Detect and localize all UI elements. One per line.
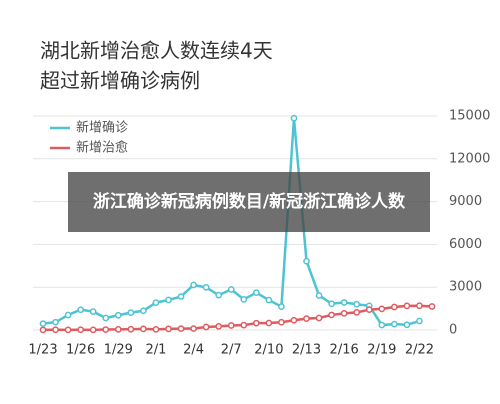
y-tick-label: 15000: [449, 109, 490, 124]
data-point: [365, 306, 373, 313]
data-point: [190, 281, 197, 289]
data-point: [39, 320, 47, 328]
data-point: [102, 326, 110, 333]
data-point: [252, 319, 260, 327]
data-point: [127, 325, 135, 333]
data-point: [416, 302, 423, 310]
x-tick-label: 2/7: [221, 343, 242, 358]
data-point: [52, 326, 59, 334]
y-tick-label: 12000: [449, 151, 490, 166]
data-point: [403, 302, 411, 310]
data-point: [378, 321, 386, 329]
data-point: [303, 315, 310, 322]
data-point: [353, 300, 361, 308]
y-tick-label: 6000: [449, 237, 482, 252]
data-point: [77, 306, 84, 314]
data-point: [177, 293, 185, 300]
data-point: [165, 325, 172, 333]
x-tick-label: 2/1: [145, 343, 166, 358]
data-point: [227, 286, 235, 293]
x-tick-label: 1/23: [28, 343, 57, 358]
series-line: [42, 304, 433, 332]
data-point: [303, 257, 310, 265]
y-tick-label: 0: [449, 323, 457, 338]
data-point: [252, 289, 260, 296]
data-point: [340, 299, 348, 306]
data-point: [102, 314, 110, 322]
x-tick-label: 2/22: [405, 343, 434, 358]
data-point: [428, 303, 436, 310]
data-point: [353, 309, 361, 316]
y-tick-label: 9000: [449, 194, 482, 209]
data-point: [290, 114, 298, 122]
data-point: [39, 326, 47, 334]
x-tick-label: 1/29: [104, 343, 133, 358]
data-point: [215, 322, 223, 330]
data-point: [378, 305, 386, 313]
x-tick-label: 2/16: [330, 343, 359, 358]
data-point: [278, 318, 285, 326]
data-point: [315, 292, 323, 299]
data-point: [127, 309, 135, 316]
y-tick-label: 3000: [449, 280, 482, 295]
data-point: [340, 309, 348, 317]
x-tick-label: 1/26: [66, 343, 95, 358]
data-point: [114, 325, 122, 333]
data-point: [391, 320, 398, 328]
data-point: [165, 296, 172, 304]
data-point: [290, 316, 298, 324]
data-point: [52, 318, 59, 326]
data-point: [140, 325, 147, 333]
x-tick-label: 2/4: [183, 343, 204, 358]
chart-title: 超过新增确诊病例: [40, 69, 200, 93]
data-point: [64, 326, 72, 334]
legend-label: 新增确诊: [76, 120, 128, 136]
data-point: [114, 311, 122, 319]
data-point: [190, 325, 197, 332]
data-point: [265, 296, 273, 304]
x-tick-label: 2/10: [254, 343, 283, 358]
data-point: [240, 321, 248, 329]
caption: 浙江确诊新冠病例数目/新冠浙江确诊人数: [68, 172, 430, 232]
data-point: [403, 321, 411, 329]
data-point: [177, 325, 185, 332]
data-point: [77, 326, 84, 334]
x-tick-label: 2/13: [292, 343, 321, 358]
data-point: [152, 299, 160, 306]
data-point: [202, 323, 210, 331]
data-point: [140, 307, 147, 315]
data-point: [416, 317, 423, 325]
data-point: [89, 308, 97, 315]
data-point: [391, 303, 398, 311]
data-point: [240, 296, 248, 303]
x-tick-label: 2/19: [367, 343, 396, 358]
data-point: [328, 300, 335, 308]
data-point: [328, 311, 335, 319]
data-point: [227, 322, 235, 329]
data-point: [64, 311, 72, 319]
data-point: [265, 319, 273, 327]
data-point: [315, 314, 323, 322]
legend-label: 新增治愈: [76, 140, 128, 156]
data-point: [202, 284, 210, 291]
data-point: [89, 326, 97, 334]
data-point: [215, 291, 223, 299]
data-point: [278, 303, 285, 310]
data-point: [152, 326, 160, 333]
chart-title: 湖北新增治愈人数连续4天: [40, 39, 273, 63]
